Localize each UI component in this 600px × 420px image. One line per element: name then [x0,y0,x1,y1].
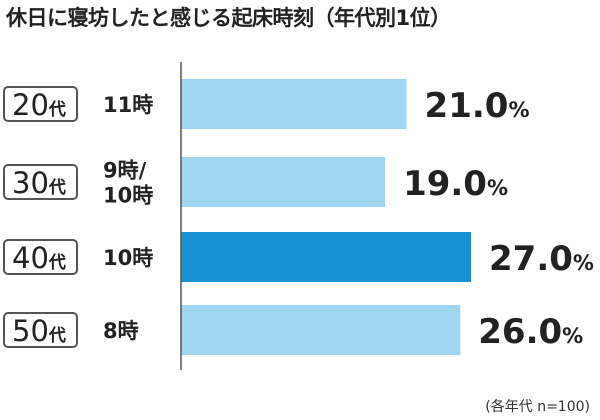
age-badge [3,86,78,122]
age-label: 20代 [12,88,66,122]
bar [181,157,386,207]
value-label: 27.0% [489,239,594,279]
time-label: 10時 [103,184,153,208]
age-badge [3,312,78,348]
bar [181,305,461,355]
age-badge [3,239,78,275]
chart-title: 休日に寝坊したと感じる起床時刻（年代別1位） [6,6,451,30]
value-label: 21.0% [425,86,530,126]
age-badge [3,164,78,200]
age-label: 40代 [12,241,66,275]
age-label: 30代 [12,166,66,200]
time-label: 10時 [103,246,153,270]
time-label: 8時 [103,319,139,343]
value-label: 19.0% [403,164,508,204]
bar [181,79,407,129]
bar [181,232,471,282]
time-label: 9時/ [103,159,147,183]
time-label: 11時 [103,93,153,117]
sample-size-note: (各年代 n=100) [485,399,590,415]
age-label: 50代 [12,314,66,348]
value-label: 26.0% [478,312,583,352]
